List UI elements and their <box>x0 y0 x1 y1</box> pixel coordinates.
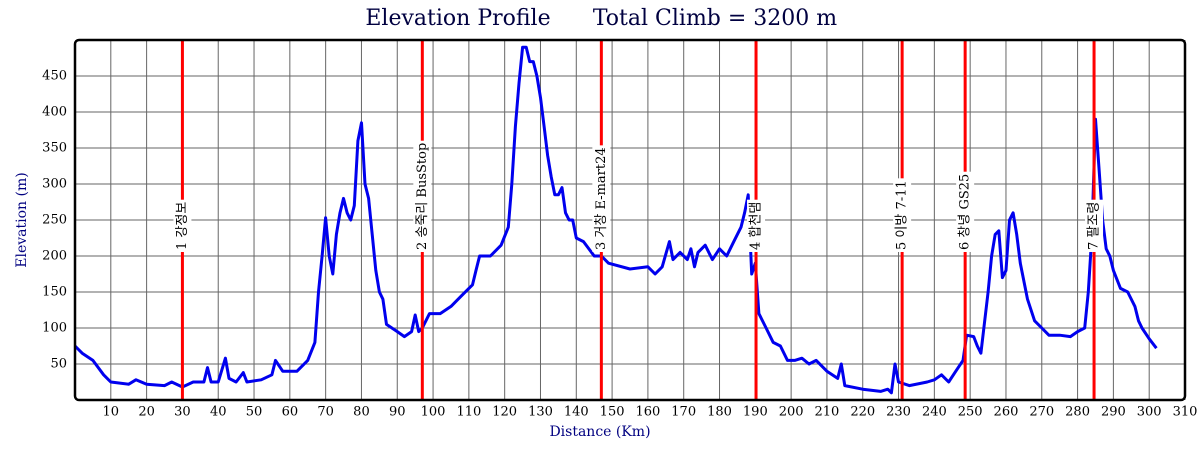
x-tick-label: 10 <box>103 405 120 420</box>
waypoint-label-bg <box>1085 199 1104 252</box>
x-tick-label: 60 <box>282 405 299 420</box>
waypoint-label: 7 팔조령 <box>1085 199 1104 252</box>
x-tick-label: 120 <box>492 405 517 420</box>
x-tick-label: 310 <box>1173 405 1198 420</box>
waypoint-label: 1 강정보 <box>173 199 192 252</box>
y-tick-label: 350 <box>42 141 67 156</box>
y-tick-label: 250 <box>42 213 67 228</box>
waypoint-label: 2 송죽리 BusStop <box>413 140 432 252</box>
waypoint-label: 6 창녕 GS25 <box>956 171 975 252</box>
waypoint-label-bg <box>173 199 192 252</box>
waypoint-label: 5 이방 7-11 <box>893 178 912 252</box>
waypoint-label-text: 5 이방 7-11 <box>895 180 910 250</box>
y-tick-label: 50 <box>50 357 67 372</box>
x-tick-label: 240 <box>922 405 947 420</box>
chart-subtitle: Total Climb = 3200 m <box>593 6 837 31</box>
x-tick-label: 100 <box>421 405 446 420</box>
waypoint-label: 4 합천댐 <box>747 199 766 252</box>
x-tick-label: 190 <box>743 405 768 420</box>
waypoint-label-bg <box>747 199 766 252</box>
waypoint-label-text: 6 창녕 GS25 <box>958 174 973 250</box>
waypoint-label-text: 3 거창 E-mart24 <box>594 147 609 250</box>
x-tick-label: 110 <box>456 405 481 420</box>
x-tick-label: 250 <box>958 405 983 420</box>
waypoint-label-text: 4 합천댐 <box>749 202 764 250</box>
chart-title: Elevation Profile <box>365 6 550 31</box>
x-tick-label: 130 <box>528 405 553 420</box>
waypoint-label-text: 7 팔조령 <box>1087 202 1102 250</box>
x-tick-label: 230 <box>886 405 911 420</box>
x-tick-label: 280 <box>1065 405 1090 420</box>
waypoint-label-bg <box>413 140 432 252</box>
x-tick-label: 80 <box>353 405 370 420</box>
x-tick-label: 140 <box>564 405 589 420</box>
x-tick-label: 260 <box>994 405 1019 420</box>
x-tick-label: 180 <box>707 405 732 420</box>
x-tick-label: 160 <box>635 405 660 420</box>
x-tick-label: 210 <box>815 405 840 420</box>
x-tick-label: 20 <box>138 405 155 420</box>
x-tick-label: 50 <box>246 405 263 420</box>
y-tick-label: 200 <box>42 249 67 264</box>
waypoint-label-bg <box>956 171 975 252</box>
y-tick-label: 100 <box>42 321 67 336</box>
x-tick-label: 90 <box>389 405 406 420</box>
y-axis-label: Elevation (m) <box>14 172 30 267</box>
x-tick-label: 40 <box>210 405 227 420</box>
waypoint-label-bg <box>592 145 611 252</box>
x-tick-label: 150 <box>600 405 625 420</box>
elevation-line <box>73 45 1158 395</box>
x-tick-label: 300 <box>1137 405 1162 420</box>
y-tick-label: 400 <box>42 105 67 120</box>
y-tick-label: 300 <box>42 177 67 192</box>
y-tick-label: 150 <box>42 285 67 300</box>
waypoint-label-text: 1 강정보 <box>175 202 190 250</box>
waypoint-label: 3 거창 E-mart24 <box>592 145 611 252</box>
waypoint-label-text: 2 송죽리 BusStop <box>415 143 430 250</box>
waypoint-label-bg <box>893 178 912 252</box>
x-tick-label: 200 <box>779 405 804 420</box>
x-tick-label: 170 <box>671 405 696 420</box>
x-axis-label: Distance (Km) <box>549 424 650 440</box>
x-tick-label: 70 <box>317 405 334 420</box>
y-tick-label: 450 <box>42 69 67 84</box>
plot-frame <box>73 38 1187 402</box>
x-tick-label: 270 <box>1029 405 1054 420</box>
x-tick-label: 30 <box>174 405 191 420</box>
x-tick-label: 290 <box>1101 405 1126 420</box>
x-tick-label: 220 <box>850 405 875 420</box>
